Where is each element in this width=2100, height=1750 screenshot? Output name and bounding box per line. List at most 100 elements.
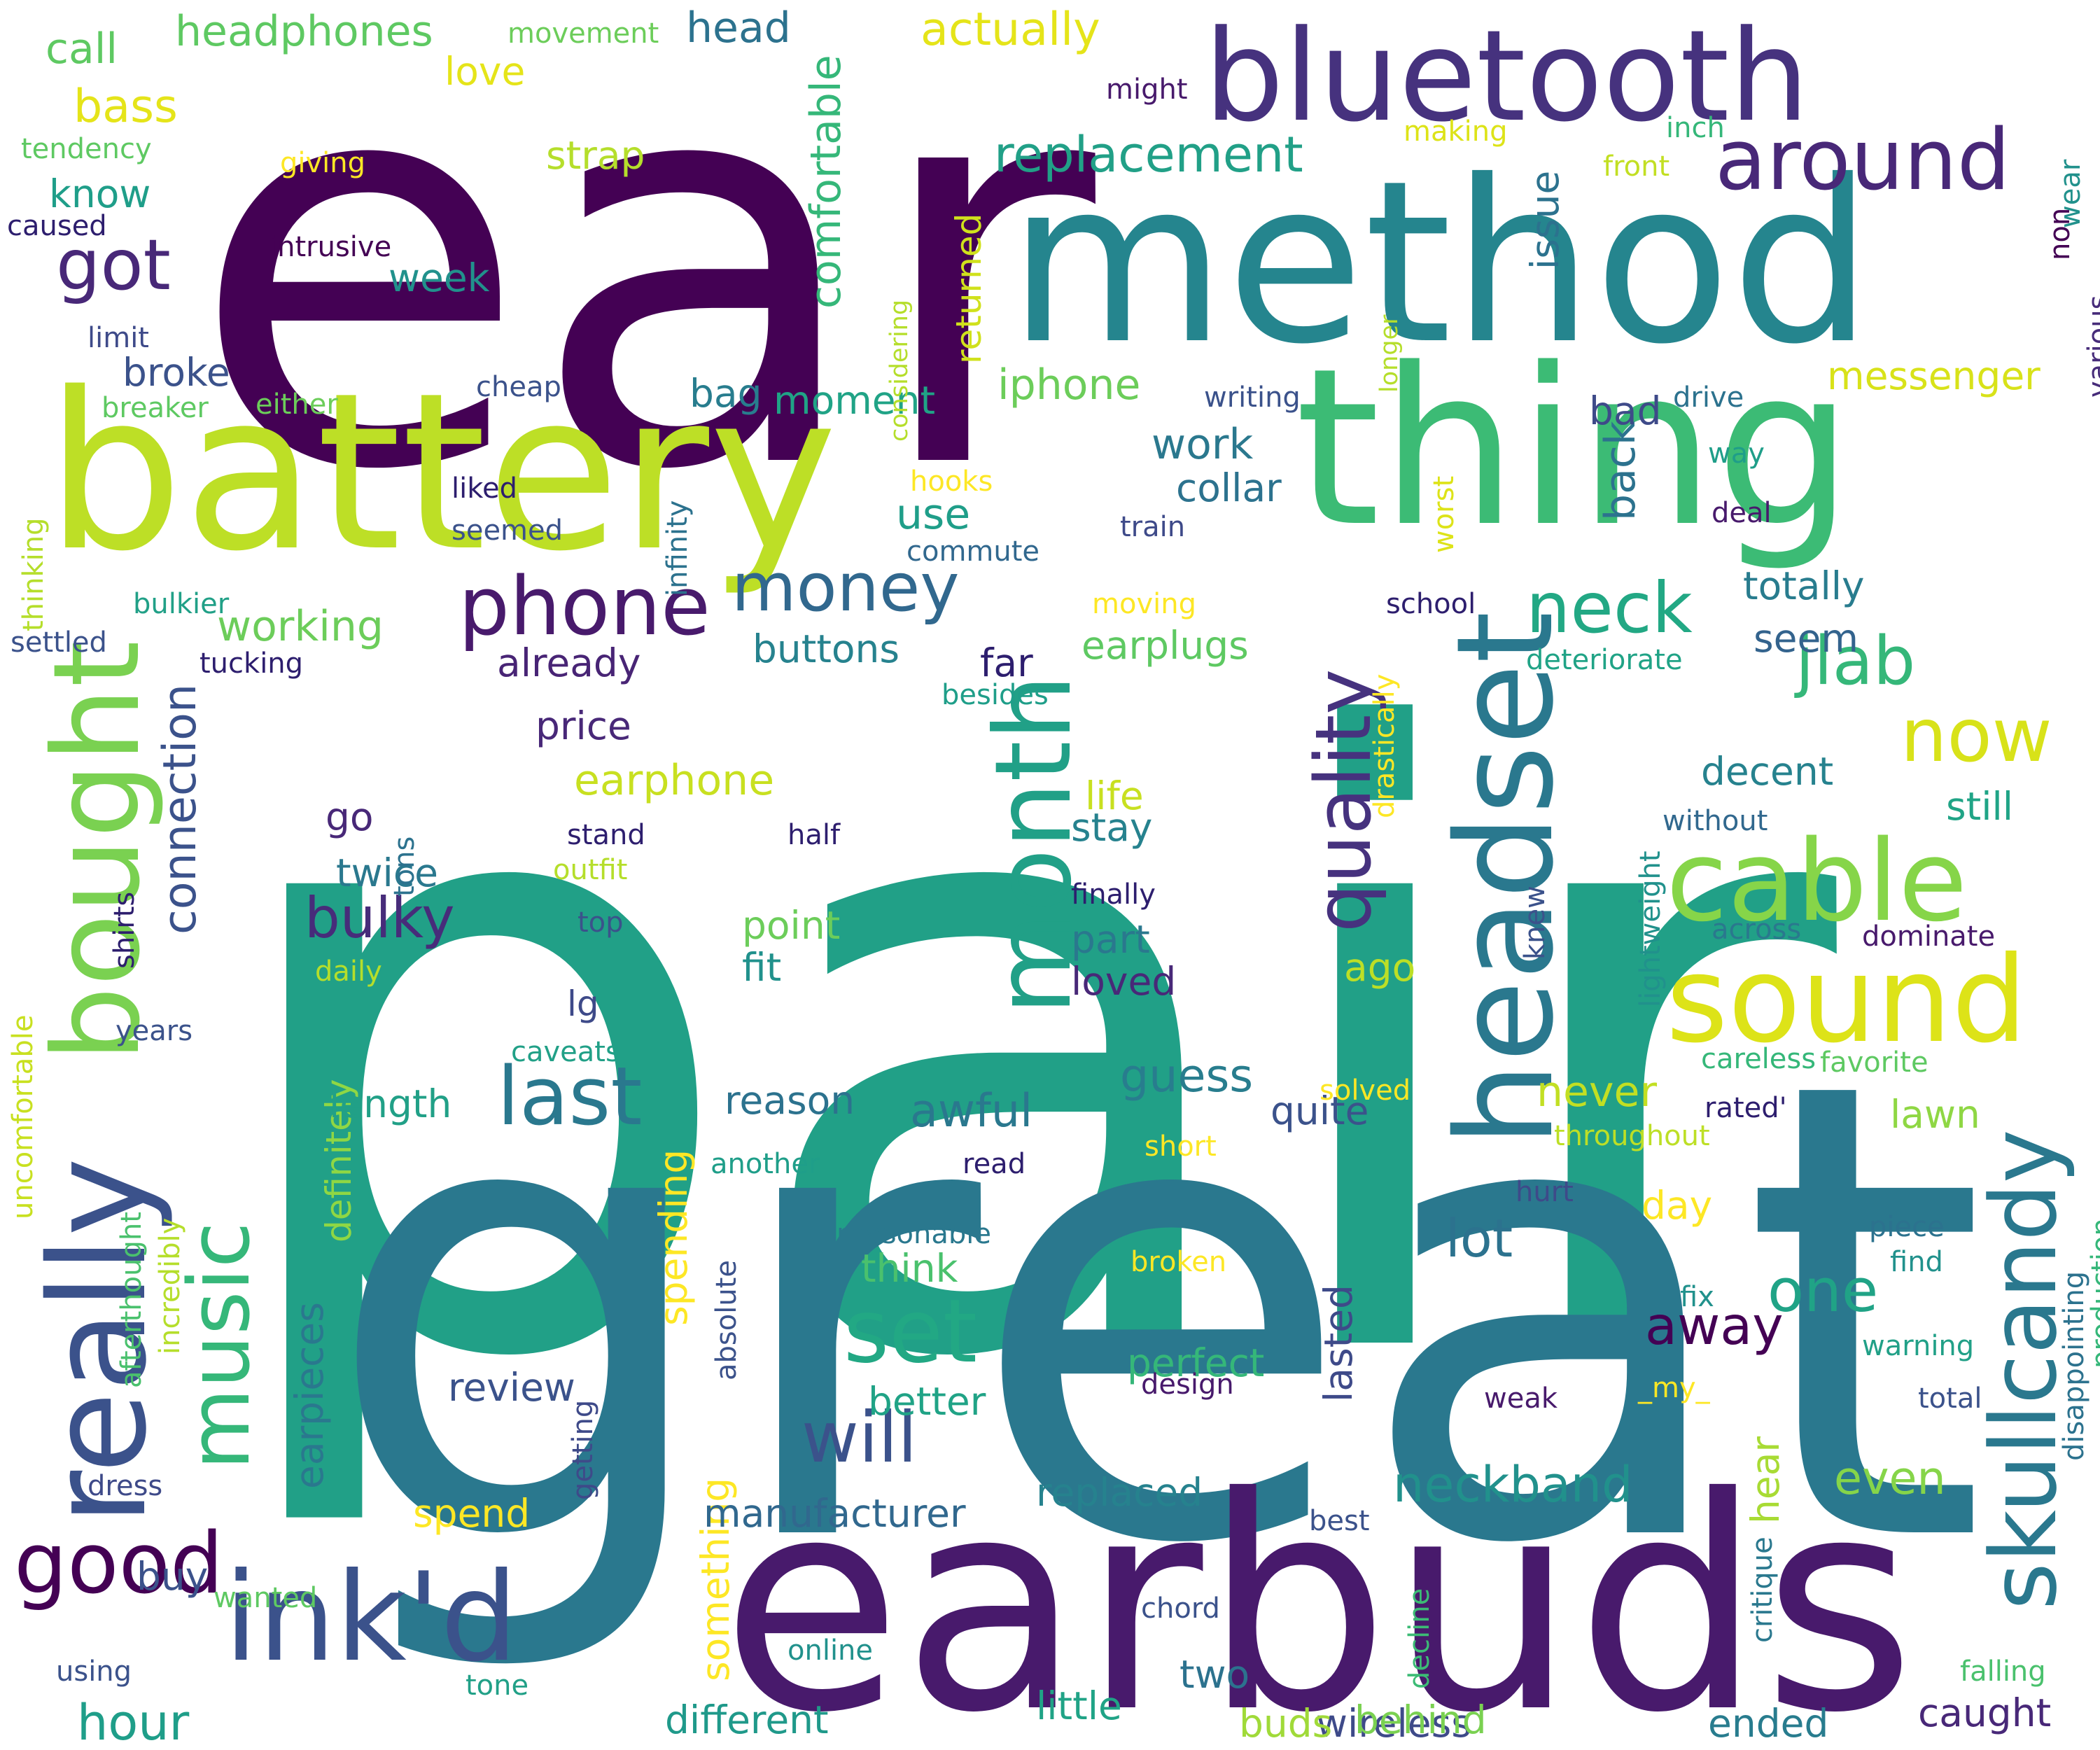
word-commute: commute xyxy=(906,536,1040,568)
word-two: two xyxy=(1180,1652,1250,1697)
word-design: design xyxy=(1141,1368,1234,1401)
word-already: already xyxy=(497,640,640,685)
word-ink-d: ink'd xyxy=(224,1547,518,1689)
word-week: week xyxy=(388,255,490,300)
word-phone: phone xyxy=(458,560,710,654)
word-tucking: tucking xyxy=(200,648,303,680)
word-month: month xyxy=(973,674,1095,1015)
word-buy: buy xyxy=(136,1554,208,1599)
word-warning: warning xyxy=(1862,1330,1974,1362)
word-read: read xyxy=(962,1148,1026,1180)
word-comfortable: comfortable xyxy=(802,55,850,309)
word-replacement: replacement xyxy=(994,126,1303,183)
word-point: point xyxy=(742,903,840,948)
word-uncomfortable: uncomfortable xyxy=(7,1015,39,1219)
word-strap: strap xyxy=(546,133,645,178)
word-infinity: infinity xyxy=(662,500,694,596)
word-head: head xyxy=(686,4,791,52)
word-better: better xyxy=(868,1379,986,1424)
word-life: life xyxy=(1085,774,1144,818)
word-falling: falling xyxy=(1960,1656,2046,1688)
word-cable: cable xyxy=(1666,816,1967,946)
word-collar: collar xyxy=(1176,465,1282,510)
word-weak: weak xyxy=(1484,1382,1558,1415)
word-pair: pair xyxy=(210,564,1846,1541)
word-bass: bass xyxy=(74,80,178,133)
word-connection: connection xyxy=(154,684,206,934)
word-buds: buds xyxy=(1239,1701,1332,1746)
word-quality: quality xyxy=(1298,669,1388,932)
word-caused: caused xyxy=(7,210,107,242)
word-guess: guess xyxy=(1120,1050,1253,1102)
word-dominate: dominate xyxy=(1862,920,1995,953)
word-tone: tone xyxy=(465,1670,528,1702)
word-knew: knew xyxy=(1519,886,1551,960)
word-production: production xyxy=(2086,1218,2100,1368)
word-something: something xyxy=(693,1478,738,1681)
word-bulkier: bulkier xyxy=(133,588,230,620)
word-cheap: cheap xyxy=(476,371,561,403)
word-total: total xyxy=(1918,1382,1982,1415)
word-solved: solved xyxy=(1320,1074,1410,1107)
word-even: even xyxy=(1834,1452,1946,1505)
word-years: years xyxy=(115,1015,192,1047)
word-returned: returned xyxy=(948,214,989,364)
word-love: love xyxy=(444,49,525,94)
word-seem: seem xyxy=(1754,616,1858,661)
word-non: non xyxy=(2044,208,2076,260)
word-spending: spending xyxy=(651,1149,696,1326)
word-call: call xyxy=(46,24,118,74)
word-worst: worst xyxy=(1428,476,1460,553)
word-decline: decline xyxy=(1404,1588,1436,1689)
word-buttons: buttons xyxy=(752,626,899,671)
word-another: another xyxy=(710,1148,820,1180)
word-critique: critique xyxy=(1746,1536,1779,1643)
word-got: got xyxy=(56,224,171,306)
word-method: method xyxy=(1008,133,1873,393)
word-rated: rated' xyxy=(1704,1092,1787,1124)
word-still: still xyxy=(1946,784,2013,829)
word-making: making xyxy=(1404,115,1508,148)
word-sound: sound xyxy=(1666,931,2027,1070)
word-lasted: lasted xyxy=(1316,1284,1361,1402)
word-writing: writing xyxy=(1204,382,1301,414)
word-decent: decent xyxy=(1701,749,1833,794)
word-considering: considering xyxy=(886,300,913,442)
word-reasonable: reasonable xyxy=(836,1218,991,1250)
word-fit: fit xyxy=(742,945,781,990)
word-limit: limit xyxy=(88,322,149,354)
word-skullcandy: skullcandy xyxy=(1970,1129,2077,1610)
word-my: _my_ xyxy=(1637,1372,1711,1404)
word-stay: stay xyxy=(1071,805,1152,850)
word-price: price xyxy=(536,704,631,748)
word-ear: ear xyxy=(189,0,1101,591)
word-breaker: breaker xyxy=(102,392,209,424)
word-moment: moment xyxy=(774,378,935,423)
word-lightweight: lightweight xyxy=(1634,850,1667,1007)
word-dress: dress xyxy=(88,1470,162,1502)
word-review: review xyxy=(448,1365,575,1410)
word-lawn: lawn xyxy=(1890,1092,1980,1137)
word-know: know xyxy=(49,172,150,216)
word-thinking: thinking xyxy=(18,517,50,631)
word-battery: battery xyxy=(46,346,837,599)
word-issue: issue xyxy=(1522,171,1567,270)
word-messenger: messenger xyxy=(1827,354,2040,398)
word-loved: loved xyxy=(1071,959,1176,1004)
word-giving: giving xyxy=(280,147,365,179)
word-tendency: tendency xyxy=(21,133,152,165)
word-different: different xyxy=(665,1698,829,1742)
word-school: school xyxy=(1386,588,1476,620)
word-finally: finally xyxy=(1071,878,1156,911)
word-length: length xyxy=(329,1082,451,1126)
word-iphone: iphone xyxy=(997,360,1140,410)
word-getting: getting xyxy=(567,1400,599,1500)
word-far: far xyxy=(980,640,1033,685)
word-drastically: drastically xyxy=(1368,674,1401,818)
word-various: various xyxy=(2082,295,2100,398)
word-seemed: seemed xyxy=(451,514,563,547)
word-use: use xyxy=(896,490,970,539)
word-piece: piece xyxy=(1869,1211,1945,1243)
